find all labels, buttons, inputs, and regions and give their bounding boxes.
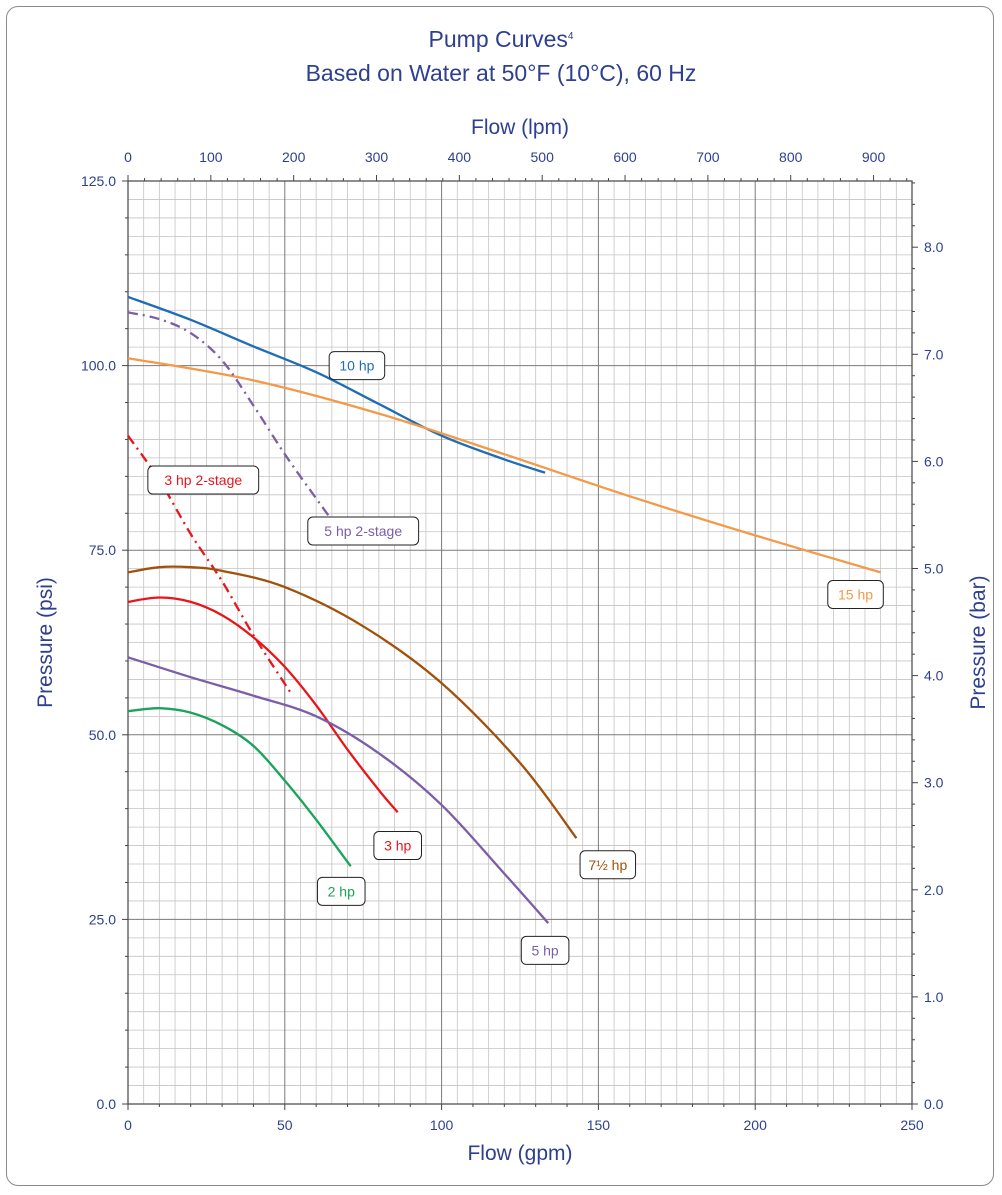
- x2-tick-label: 300: [365, 149, 389, 165]
- y2-tick-label: 5.0: [924, 560, 944, 576]
- series-line-15-hp: [127, 357, 881, 574]
- series-line-7-half-hp: [127, 565, 578, 839]
- x-tick-label: 150: [587, 1117, 611, 1133]
- series-line-5-hp: [127, 656, 550, 924]
- series-label-box-7-half-hp: [579, 850, 637, 880]
- chart-title: Pump Curves4: [428, 26, 574, 52]
- y2-tick-label: 0.0: [924, 1096, 944, 1112]
- x2-tick-label: 200: [282, 149, 306, 165]
- x2-tick-label: 0: [124, 149, 132, 165]
- x2-tick-label: 600: [613, 149, 637, 165]
- y-tick-label: 125.0: [81, 173, 116, 189]
- series-line-10-hp: [127, 295, 546, 474]
- y2-axis-title: Pressure (bar): [967, 575, 990, 709]
- series-label-15-hp: 15 hp: [838, 587, 873, 603]
- series-label-box-5-hp-2-stage: [307, 516, 420, 546]
- y-axis-title: Pressure (psi): [34, 577, 57, 708]
- x2-tick-label: 100: [199, 149, 223, 165]
- x2-tick-label: 900: [862, 149, 886, 165]
- series-line-3-hp: [127, 596, 399, 814]
- x2-axis-title: Flow (lpm): [471, 116, 569, 139]
- x-tick-label: 250: [900, 1117, 924, 1133]
- series-label-box-3-hp-2-stage: [147, 465, 260, 495]
- series-label-5-hp: 5 hp: [531, 942, 558, 958]
- y2-tick-label: 1.0: [924, 989, 944, 1005]
- x2-tick-label: 700: [696, 149, 720, 165]
- x-tick-label: 100: [430, 1117, 454, 1133]
- x2-tick-label: 800: [779, 149, 803, 165]
- series-label-box-3-hp: [373, 831, 422, 861]
- y-tick-label: 50.0: [89, 727, 116, 743]
- series-label-5-hp-2-stage: 5 hp 2-stage: [324, 523, 402, 539]
- series-label-box-15-hp: [827, 580, 884, 610]
- series-label-box-5-hp: [520, 935, 570, 965]
- series-label-box-2-hp: [316, 876, 366, 906]
- y2-tick-label: 7.0: [924, 346, 944, 362]
- x-tick-label: 50: [277, 1117, 293, 1133]
- y-tick-label: 100.0: [81, 358, 116, 374]
- series-label-3-hp: 3 hp: [384, 838, 411, 854]
- y2-tick-label: 3.0: [924, 775, 944, 791]
- series-label-7-half-hp: 7½ hp: [588, 857, 627, 873]
- series-line-2-hp: [127, 707, 352, 867]
- x2-tick-label: 500: [531, 149, 555, 165]
- y2-tick-label: 8.0: [924, 239, 944, 255]
- x-tick-label: 0: [124, 1117, 132, 1133]
- x-axis-title: Flow (gpm): [467, 1142, 572, 1165]
- y2-tick-label: 4.0: [924, 668, 944, 684]
- chart-subtitle: Based on Water at 50°F (10°C), 60 Hz: [305, 60, 697, 86]
- x-tick-label: 200: [744, 1117, 768, 1133]
- y2-tick-label: 6.0: [924, 453, 944, 469]
- series-label-2-hp: 2 hp: [328, 883, 355, 899]
- y-tick-label: 0.0: [97, 1096, 117, 1112]
- series-label-box-10-hp: [328, 351, 386, 381]
- series-line-5-hp-2-stage: [127, 311, 336, 526]
- y-tick-label: 25.0: [89, 911, 116, 927]
- series-label-10-hp: 10 hp: [339, 358, 374, 374]
- y-tick-label: 75.0: [89, 542, 116, 558]
- y2-tick-label: 2.0: [924, 882, 944, 898]
- x2-tick-label: 400: [448, 149, 472, 165]
- series-label-3-hp-2-stage: 3 hp 2-stage: [164, 472, 242, 488]
- plot-border: [127, 180, 913, 1105]
